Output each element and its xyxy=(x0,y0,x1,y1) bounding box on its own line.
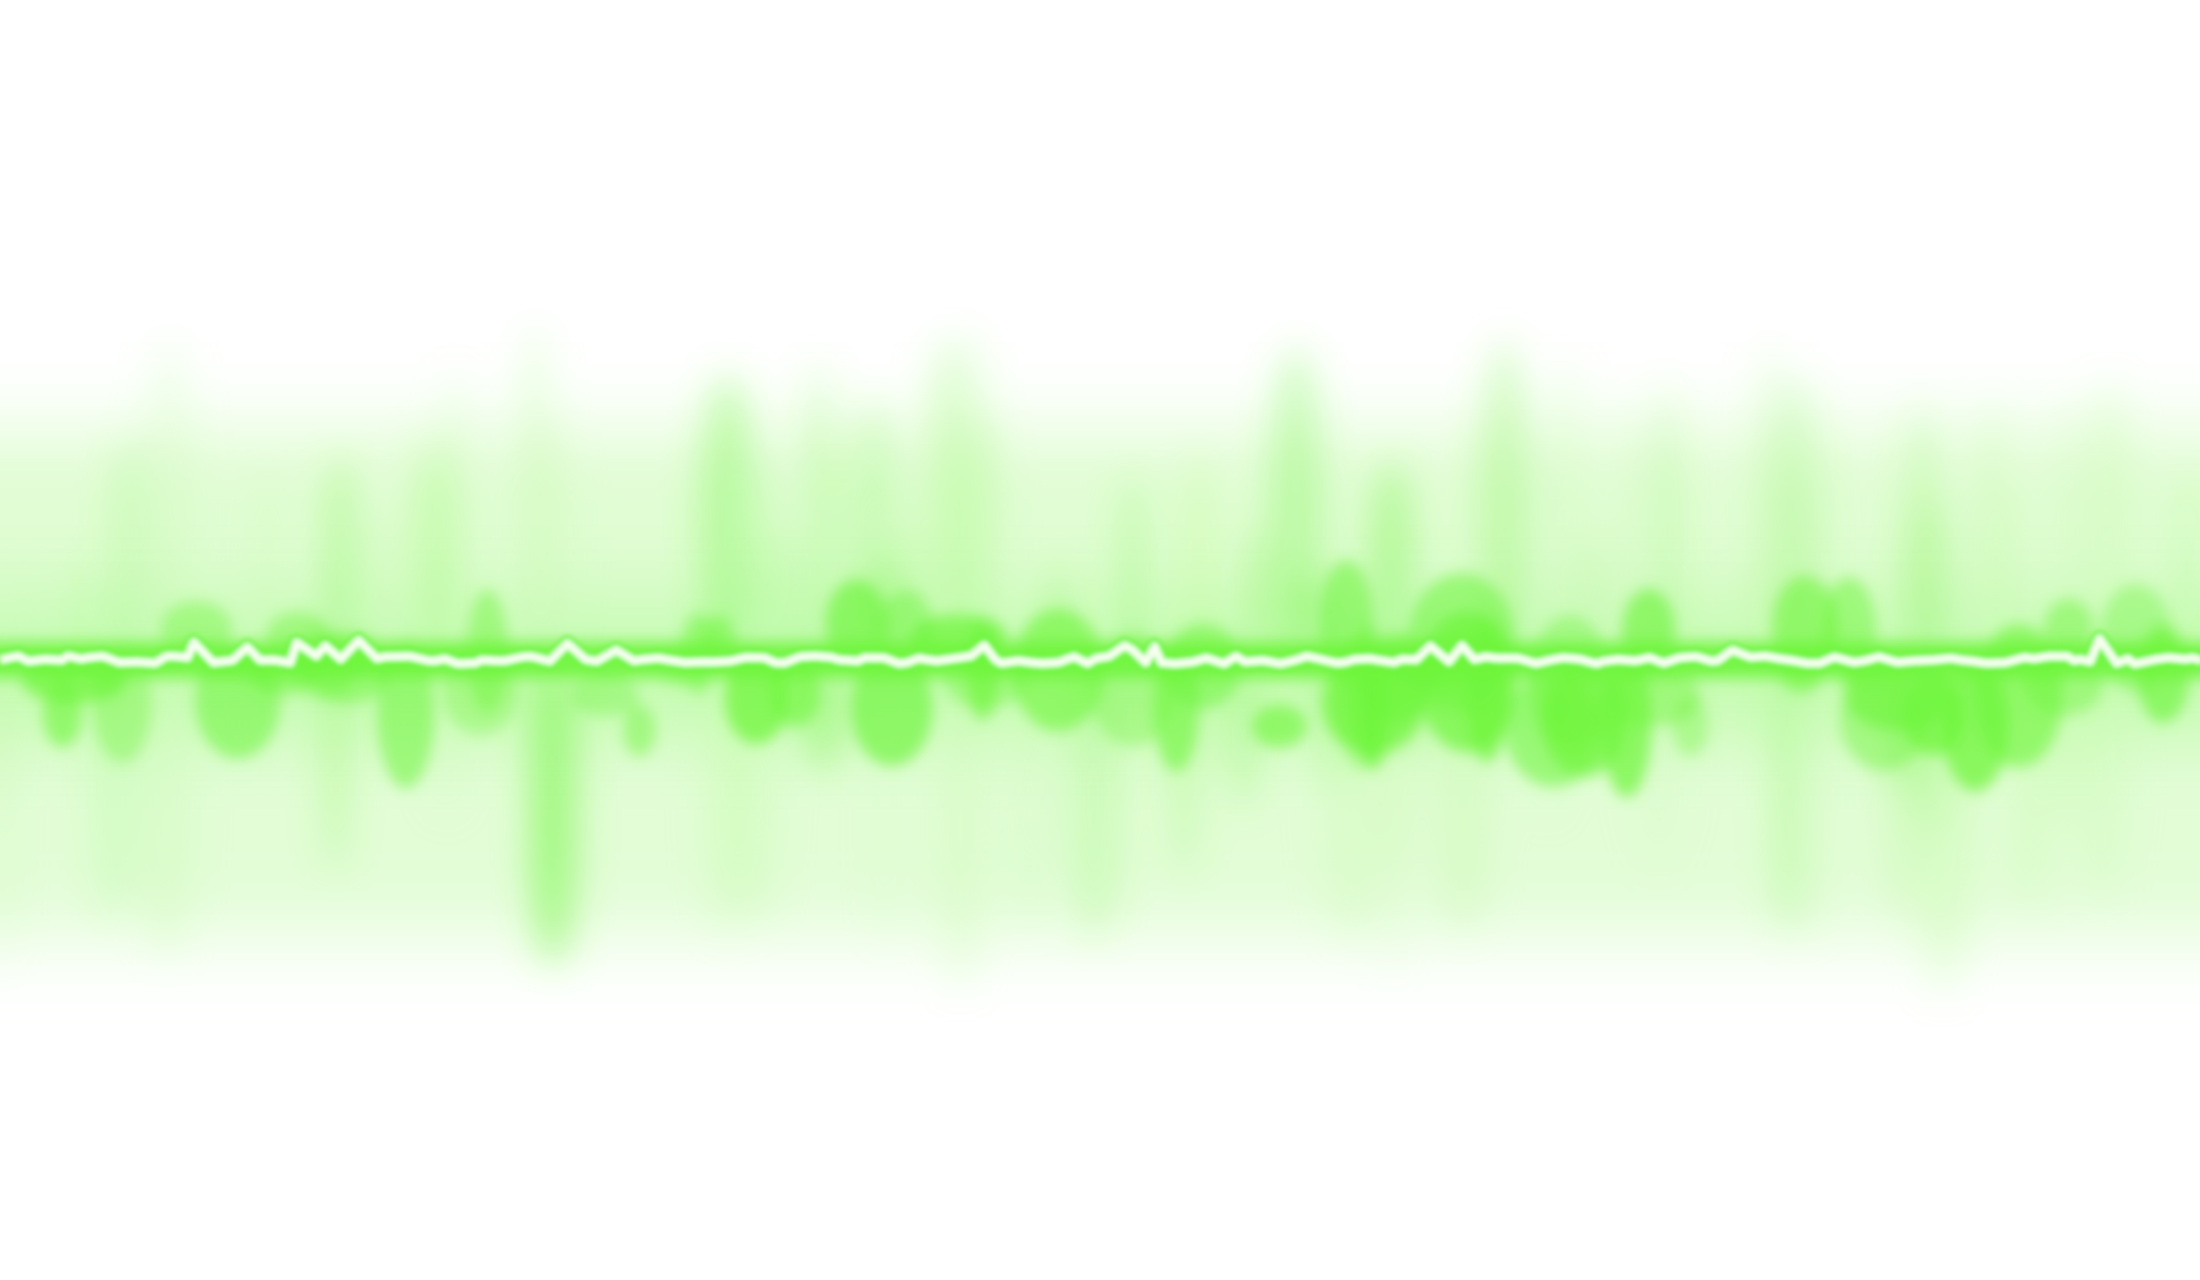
glow-blob xyxy=(160,601,232,655)
bright-core-line xyxy=(0,630,2200,672)
flame-wisp xyxy=(1244,525,1269,661)
flame-wisp xyxy=(698,373,757,660)
flame-wisp xyxy=(802,362,836,660)
flame-wisp xyxy=(1656,384,1676,660)
glow-blob xyxy=(850,651,933,766)
flame-wisp xyxy=(136,660,196,954)
glow-blob xyxy=(622,705,656,757)
flame-wisp xyxy=(932,331,995,660)
flame-wisps-layer xyxy=(0,321,2200,999)
flame-wisp xyxy=(528,418,576,660)
flame-wisp xyxy=(351,509,399,660)
glow-band-layer xyxy=(0,560,2200,798)
glow-blob xyxy=(1528,614,1611,754)
glow-blob xyxy=(571,675,639,716)
flame-wisp xyxy=(1186,451,1211,660)
glow-blob xyxy=(1902,675,1966,756)
flame-wisp xyxy=(2170,472,2200,660)
flame-wisp xyxy=(108,434,150,660)
flame-wisp xyxy=(1477,340,1532,660)
core-inner xyxy=(0,634,2200,668)
flame-wisp xyxy=(1008,660,1050,930)
flame-wisp xyxy=(1772,660,1835,938)
flame-wisp xyxy=(14,560,33,660)
flame-wisp xyxy=(755,527,803,660)
flame-wisp xyxy=(2052,395,2082,660)
flame-wisp xyxy=(0,660,14,967)
flame-wisp xyxy=(253,466,281,660)
flame-wisp xyxy=(323,456,359,660)
flame-wisp xyxy=(1229,660,1258,810)
glow-blob xyxy=(1602,651,1652,798)
flame-wisp xyxy=(323,660,348,873)
flame-wisp xyxy=(1900,500,1960,660)
flame-wisp xyxy=(2074,660,2128,893)
flame-wisp xyxy=(1553,355,1580,660)
flame-wisp xyxy=(140,335,198,660)
flame-wisp xyxy=(532,660,582,967)
flame-wisp xyxy=(1117,474,1149,660)
flame-wisp xyxy=(70,559,93,660)
flame-wisp xyxy=(1973,400,2011,660)
flame-wisp xyxy=(934,660,989,991)
glow-blob xyxy=(1252,704,1307,748)
flame-wisp xyxy=(402,429,458,660)
